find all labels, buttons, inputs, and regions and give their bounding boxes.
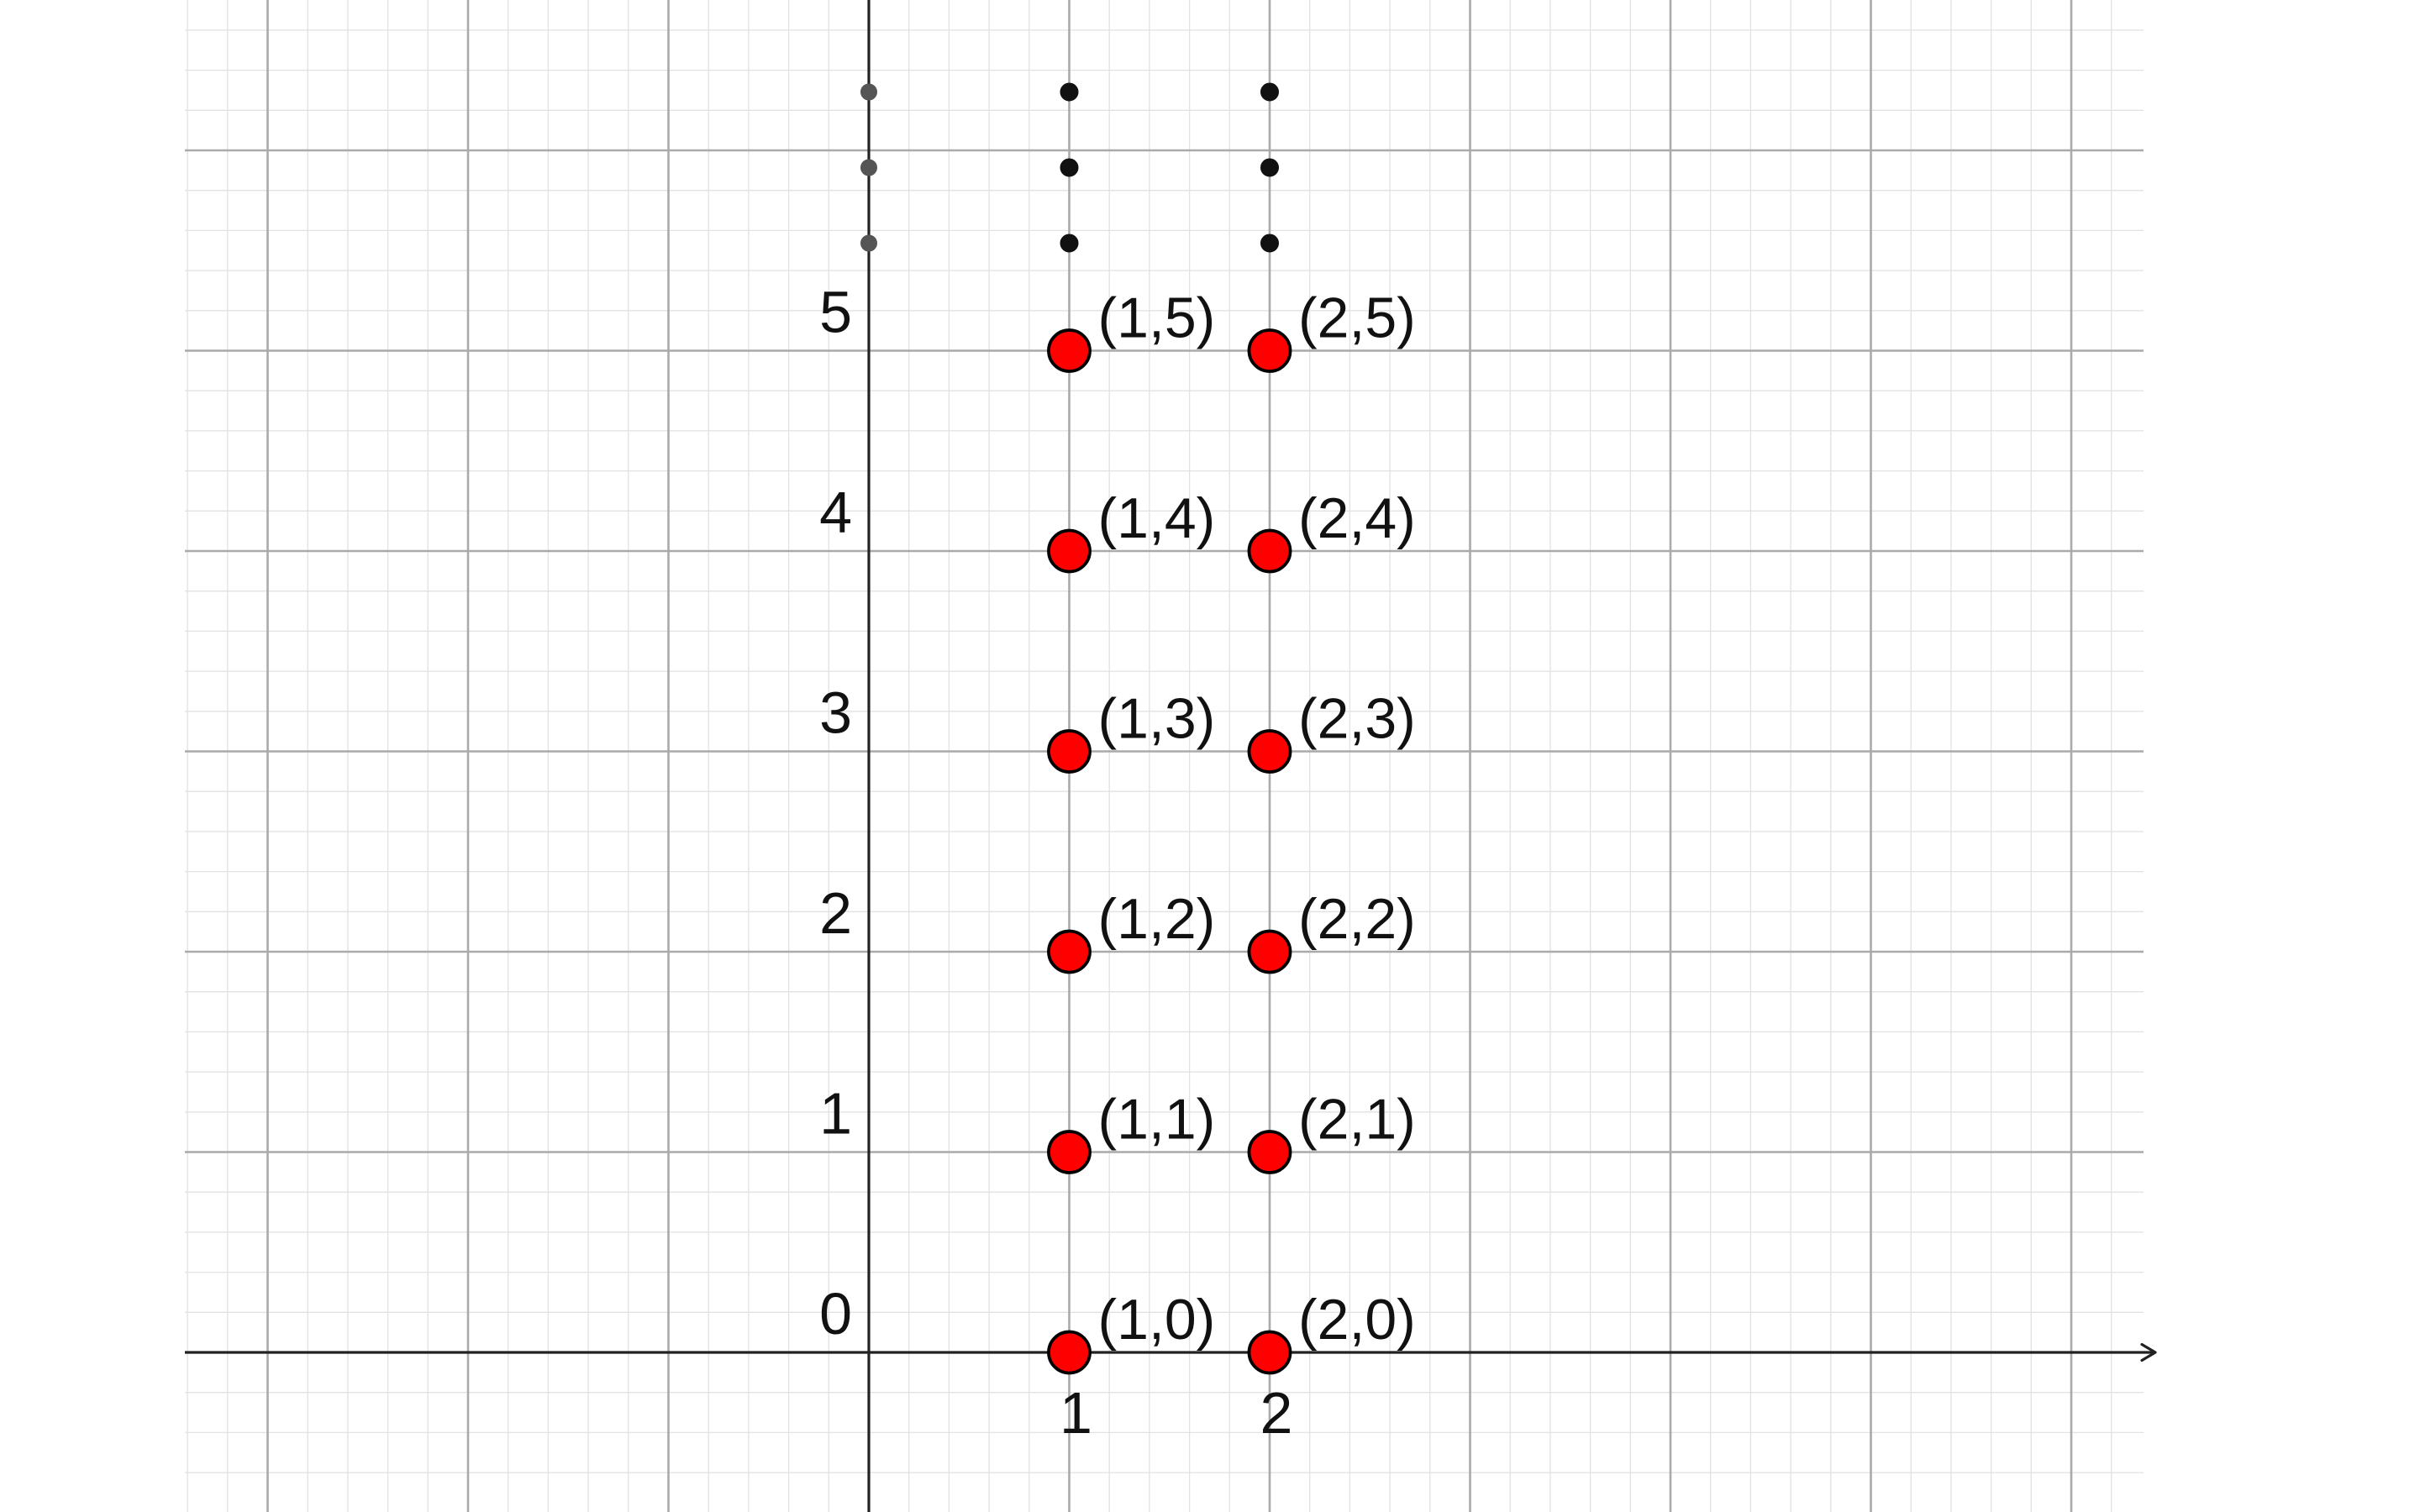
svg-text:(1,2): (1,2) <box>1098 887 1216 951</box>
svg-text:(2,2): (2,2) <box>1298 887 1416 951</box>
svg-text:(1,3): (1,3) <box>1098 687 1216 751</box>
svg-text:2: 2 <box>1260 1380 1293 1446</box>
svg-text:1: 1 <box>819 1081 852 1147</box>
svg-text:1: 1 <box>1060 1380 1092 1446</box>
svg-text:(1,1): (1,1) <box>1098 1088 1216 1152</box>
svg-text:0: 0 <box>819 1281 852 1347</box>
svg-text:(2,4): (2,4) <box>1298 486 1416 550</box>
svg-text:5: 5 <box>819 280 852 345</box>
svg-text:(2,5): (2,5) <box>1298 286 1416 350</box>
svg-text:3: 3 <box>819 680 852 746</box>
svg-text:4: 4 <box>819 480 852 545</box>
svg-text:(1,4): (1,4) <box>1098 486 1216 550</box>
svg-text:(1,0): (1,0) <box>1098 1288 1216 1352</box>
svg-text:(1,5): (1,5) <box>1098 286 1216 350</box>
svg-text:(2,3): (2,3) <box>1298 687 1416 751</box>
svg-text:(2,0): (2,0) <box>1298 1288 1416 1352</box>
svg-text:(2,1): (2,1) <box>1298 1088 1416 1152</box>
svg-text:2: 2 <box>819 880 852 946</box>
